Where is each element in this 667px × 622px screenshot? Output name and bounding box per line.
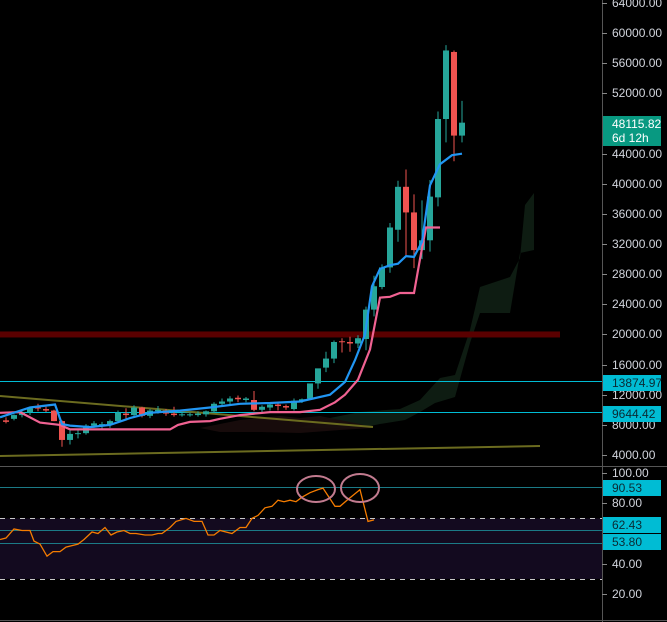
ichimoku-cloud-bearish (200, 416, 372, 433)
candle-up (323, 358, 329, 368)
fast-moving-line (0, 152, 463, 429)
candle-down (339, 341, 345, 343)
price-axis-label: 40000.00 (612, 176, 663, 191)
candle-up (11, 415, 17, 419)
candle-up (187, 414, 193, 416)
last-price-value: 48115.82 (612, 117, 662, 131)
price-axis-label: 20000.00 (612, 327, 663, 342)
price-axis-label: 64000.00 (612, 0, 663, 10)
ascending-trendline (0, 445, 541, 457)
candle-up (427, 196, 433, 241)
candle-up (459, 122, 465, 136)
candle-up (179, 414, 185, 416)
candle-down (59, 421, 65, 440)
candle-up (395, 186, 401, 230)
candle-down (275, 404, 281, 407)
annotation-circle (296, 475, 336, 503)
rsi-axis-label: 80.00 (612, 496, 643, 511)
candle-up (307, 383, 313, 399)
candle-up (67, 433, 73, 440)
candle-up (379, 267, 385, 288)
candle-down (251, 400, 257, 410)
rsi-level-tag-53: 53.80 (603, 534, 661, 550)
candle-up (243, 398, 249, 401)
ichimoku-cloud (300, 193, 534, 428)
candle-up (75, 433, 81, 435)
candle-up (371, 286, 377, 310)
candle-up (387, 227, 393, 268)
price-axis-label: 12000.00 (612, 387, 663, 402)
candle-up (219, 401, 225, 404)
annotation-circle (340, 473, 380, 503)
candle-up (155, 409, 161, 412)
candle-up (203, 411, 209, 415)
rsi-level-tag-90: 90.53 (603, 480, 661, 496)
candle-down (139, 407, 145, 416)
rsi-band (0, 518, 602, 579)
rsi-level-tag-62: 62.43 (603, 517, 661, 533)
candle-up (115, 412, 121, 422)
price-axis-label: 44000.00 (612, 146, 663, 161)
level-tag-9644: 9644.42 (603, 406, 661, 422)
bar-countdown: 6d 12h (612, 131, 649, 145)
candle-up (259, 406, 265, 410)
price-axis-label: 28000.00 (612, 267, 663, 282)
candle-up (443, 50, 449, 120)
price-axis-label: 32000.00 (612, 237, 663, 252)
candle-down (403, 186, 409, 213)
price-axis-label: 36000.00 (612, 206, 663, 221)
candle-up (27, 408, 33, 413)
rsi-axis-label: 20.00 (612, 587, 643, 601)
candle-down (43, 409, 49, 411)
slow-moving-line (0, 226, 440, 431)
price-axis-label: 60000.00 (612, 26, 663, 41)
candle-up (131, 407, 137, 416)
level-tag-13874: 13874.97 (603, 375, 662, 391)
price-axis-label: 24000.00 (612, 297, 663, 312)
candle-down (171, 413, 177, 416)
candle-up (355, 338, 361, 344)
candle-up (195, 413, 201, 416)
price-axis-label: 16000.00 (612, 357, 663, 372)
candle-up (267, 404, 273, 408)
price-axis-label: 52000.00 (612, 86, 663, 101)
candle-up (99, 424, 105, 426)
candle-down (235, 397, 241, 400)
candle-up (331, 342, 337, 359)
last-price-tag: 48115.82 6d 12h (603, 116, 661, 146)
candle-down (451, 51, 457, 136)
candle-up (315, 368, 321, 384)
resistance-zone (0, 331, 560, 338)
candle-up (107, 421, 113, 425)
candle-down (411, 212, 417, 251)
candle-up (435, 119, 441, 198)
rsi-axis-label: 100.00 (612, 466, 649, 480)
price-axis-label: 56000.00 (612, 56, 663, 71)
candle-down (35, 407, 41, 409)
candle-down (3, 420, 9, 422)
candle-down (51, 410, 57, 422)
candle-down (347, 342, 353, 344)
candle-down (123, 413, 129, 416)
rsi-axis-label: 40.00 (612, 556, 643, 571)
candle-down (283, 406, 289, 408)
candle-up (91, 423, 97, 426)
candle-up (227, 398, 233, 402)
candle-up (291, 400, 297, 410)
descending-trendline (0, 395, 374, 428)
price-axis-label: 4000.00 (612, 448, 656, 462)
